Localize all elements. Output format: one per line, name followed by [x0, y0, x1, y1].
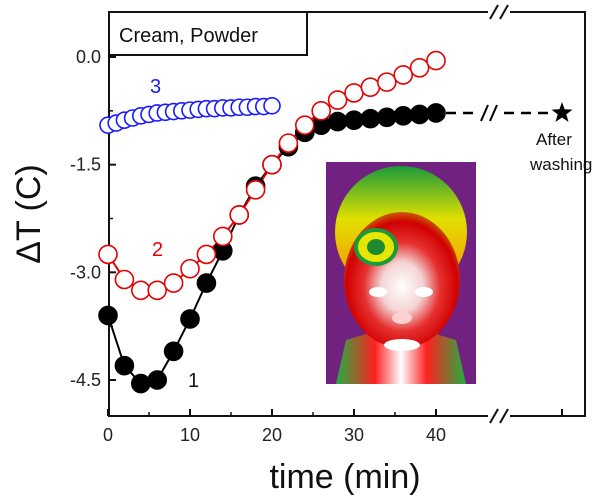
y-tick-label: -4.5 — [70, 370, 101, 390]
series-2-point — [245, 179, 266, 200]
after-washing-label-line1: After — [536, 130, 572, 149]
series-2-point — [147, 280, 167, 301]
series-2-point — [409, 57, 430, 78]
series-label-1: 1 — [188, 370, 199, 392]
series-2-point — [376, 72, 397, 92]
series-1-point — [163, 341, 184, 362]
series-2-point — [262, 154, 282, 175]
series-2-point — [213, 226, 233, 247]
after-washing-group — [446, 102, 573, 123]
chart-title: Cream, Powder — [119, 25, 258, 47]
axis-break-top — [488, 4, 510, 20]
series-1-point — [409, 104, 430, 125]
series-2-point — [180, 258, 200, 279]
series-2-point — [278, 133, 299, 153]
y-tick-label: 0.0 — [76, 47, 101, 67]
series-1-point — [376, 107, 397, 128]
series-1-point — [360, 108, 381, 129]
series-1-point — [393, 106, 414, 126]
x-tick-label: 0 — [103, 425, 113, 445]
series-points — [98, 50, 446, 394]
series-1-point — [114, 355, 135, 376]
series-2-point — [393, 65, 414, 85]
series-2-point — [163, 273, 184, 293]
series-1-point — [180, 309, 200, 329]
series-2-point — [196, 244, 217, 265]
series-2-point — [426, 50, 446, 71]
series-3-point — [263, 97, 281, 115]
series-2-point — [229, 205, 249, 225]
x-tick-label: 20 — [262, 425, 282, 445]
series-1-point — [426, 103, 446, 123]
y-axis-ticks: 0.0 -1.5 -3.0 -4.5 — [70, 47, 116, 390]
series-1-point — [131, 373, 151, 394]
series-1-point — [196, 273, 217, 293]
x-tick-label: 30 — [344, 425, 364, 445]
series-label-2: 2 — [152, 239, 163, 261]
after-washing-label-line2: washing — [529, 155, 592, 174]
series-1-point — [147, 370, 167, 390]
series-2-point — [294, 115, 315, 135]
thermal-inset-image — [326, 162, 476, 384]
legend-box: Cream, Powder — [108, 11, 308, 56]
washing-break-mark — [489, 104, 498, 122]
y-tick-label: -1.5 — [70, 155, 101, 175]
y-tick-label: -3.0 — [70, 262, 101, 282]
axis-break-bottom — [488, 408, 510, 424]
plot-frame — [108, 11, 586, 417]
x-tick-label: 40 — [426, 425, 446, 445]
y-axis-title: ΔT (C) — [10, 164, 48, 264]
series-1-point — [327, 111, 348, 132]
series-2-point — [327, 90, 348, 110]
series-2-point — [98, 244, 118, 265]
series-1-point — [344, 110, 364, 130]
series-label-3: 3 — [150, 76, 161, 98]
series-1-point — [98, 305, 118, 326]
series-2-point — [131, 280, 151, 301]
series-2-point — [360, 77, 381, 97]
series-2-point — [344, 83, 364, 103]
series-2-point — [114, 269, 135, 290]
x-axis-title: time (min) — [269, 458, 420, 496]
x-tick-label: 10 — [180, 425, 200, 445]
washing-break-mark — [480, 104, 489, 122]
after-washing-star — [551, 102, 573, 122]
series-2-point — [311, 101, 332, 121]
x-axis-ticks: 0 10 20 30 40 — [103, 409, 563, 445]
